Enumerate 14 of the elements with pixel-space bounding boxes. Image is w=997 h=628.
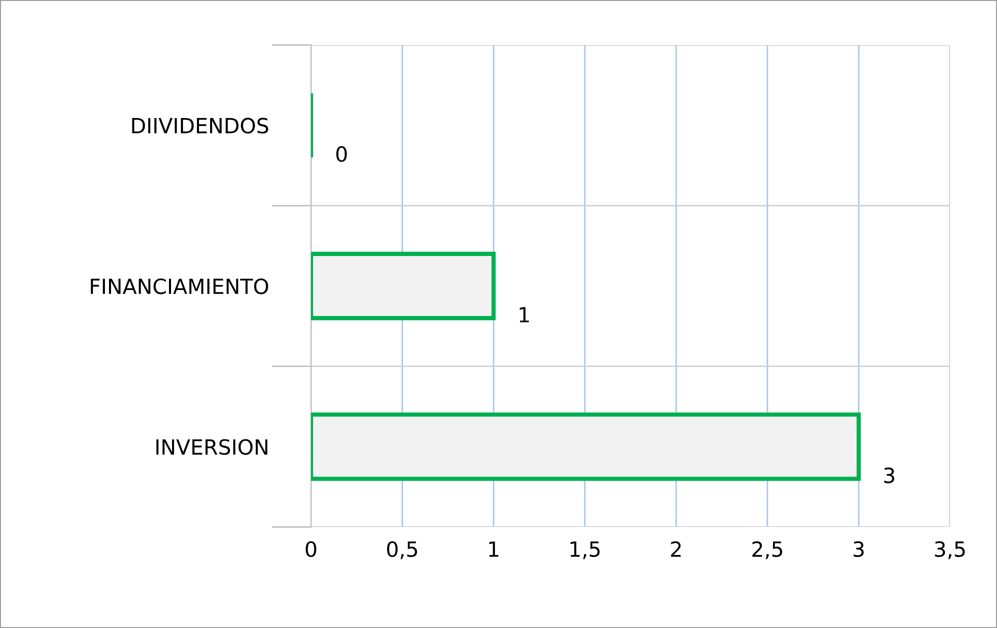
data-label: 3 <box>884 468 894 484</box>
y-tick-label: FINANCIAMIENTO <box>90 278 268 294</box>
x-tick-label: 0 <box>306 541 316 558</box>
x-tick-label: 2 <box>671 541 681 557</box>
y-tick-label: INVERSION <box>156 439 268 455</box>
x-tick-label: 1 <box>489 542 498 557</box>
x-tick-label: 2,5 <box>752 541 782 560</box>
x-tick-label: 3,5 <box>935 541 965 560</box>
x-tick-label: 1,5 <box>570 542 600 560</box>
x-tick-label: 3 <box>854 541 864 558</box>
data-label: 0 <box>336 146 347 162</box>
data-label: 1 <box>520 307 529 322</box>
x-tick-label: 0,5 <box>387 541 418 560</box>
y-tick-label: DIIVIDENDOS <box>132 118 268 134</box>
